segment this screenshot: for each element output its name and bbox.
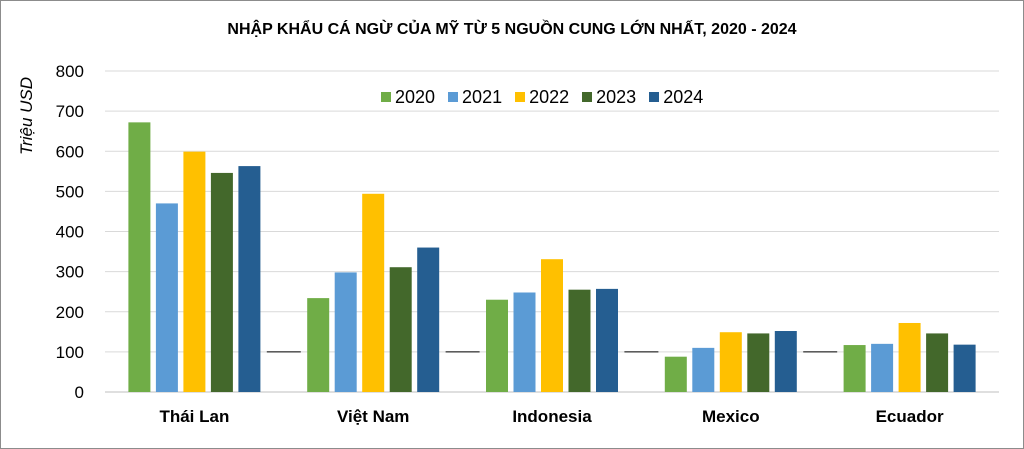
bar-2024-1: [417, 247, 440, 392]
x-category-label: Mexico: [702, 407, 760, 426]
bar-2023-1: [389, 267, 412, 392]
legend-label: 2021: [462, 86, 503, 107]
legend-swatch: [448, 92, 459, 102]
x-category-label: Ecuador: [876, 407, 944, 426]
bar-2023-2: [568, 289, 591, 392]
bar-2023-3: [747, 333, 770, 392]
bar-2020-3: [664, 356, 687, 392]
legend-label: 2024: [663, 86, 704, 107]
y-tick-label: 700: [56, 102, 84, 121]
legend-item-2022: 2022: [515, 87, 569, 108]
bar-2020-4: [843, 345, 866, 392]
chart-title: NHẬP KHẨU CÁ NGỪ CỦA MỸ TỪ 5 NGUỒN CUNG …: [227, 21, 797, 38]
y-axis-title: Triệu USD: [17, 77, 36, 155]
y-tick-label: 200: [56, 303, 84, 322]
bar-2022-4: [898, 322, 921, 392]
x-category-label: Thái Lan: [159, 407, 229, 426]
bar-2023-0: [210, 172, 233, 392]
legend-label: 2020: [395, 86, 436, 107]
bar-2020-0: [128, 122, 151, 393]
bar-2021-2: [513, 292, 536, 392]
y-tick-label: 300: [56, 263, 84, 282]
legend-swatch: [381, 92, 391, 102]
legend-item-2024: 2024: [649, 87, 703, 108]
bar-2021-4: [871, 343, 894, 392]
y-tick-label: 800: [56, 62, 84, 81]
legend: 2020 2021 2022 2023 2024: [381, 85, 716, 109]
bar-2024-3: [774, 331, 797, 392]
bar-2024-2: [596, 288, 618, 392]
legend-item-2020: 2020: [381, 87, 435, 108]
bar-2020-2: [486, 299, 508, 392]
bar-2023-4: [926, 333, 949, 392]
legend-item-2023: 2023: [582, 87, 636, 108]
bar-2021-3: [692, 347, 715, 392]
legend-label: 2023: [596, 86, 637, 107]
bar-2022-2: [541, 259, 563, 392]
legend-swatch: [515, 92, 526, 102]
y-tick-label: 600: [56, 142, 84, 161]
legend-label: 2022: [529, 86, 570, 107]
y-tick-label: 0: [75, 383, 84, 402]
legend-item-2021: 2021: [448, 87, 502, 108]
bar-2022-3: [719, 332, 742, 392]
bar-2021-1: [334, 272, 357, 392]
y-tick-label: 500: [56, 182, 84, 201]
y-tick-label: 100: [56, 343, 84, 362]
bar-2022-0: [183, 151, 206, 392]
bar-2020-1: [307, 298, 330, 392]
bar-2024-4: [953, 344, 976, 392]
legend-swatch: [582, 92, 593, 102]
bar-2024-0: [238, 166, 261, 392]
y-tick-label: 400: [56, 223, 84, 242]
x-category-label: Việt Nam: [337, 407, 409, 426]
x-category-label: Indonesia: [512, 407, 592, 426]
bar-2022-1: [362, 193, 385, 392]
legend-swatch: [649, 92, 660, 102]
bar-2021-0: [155, 203, 178, 392]
